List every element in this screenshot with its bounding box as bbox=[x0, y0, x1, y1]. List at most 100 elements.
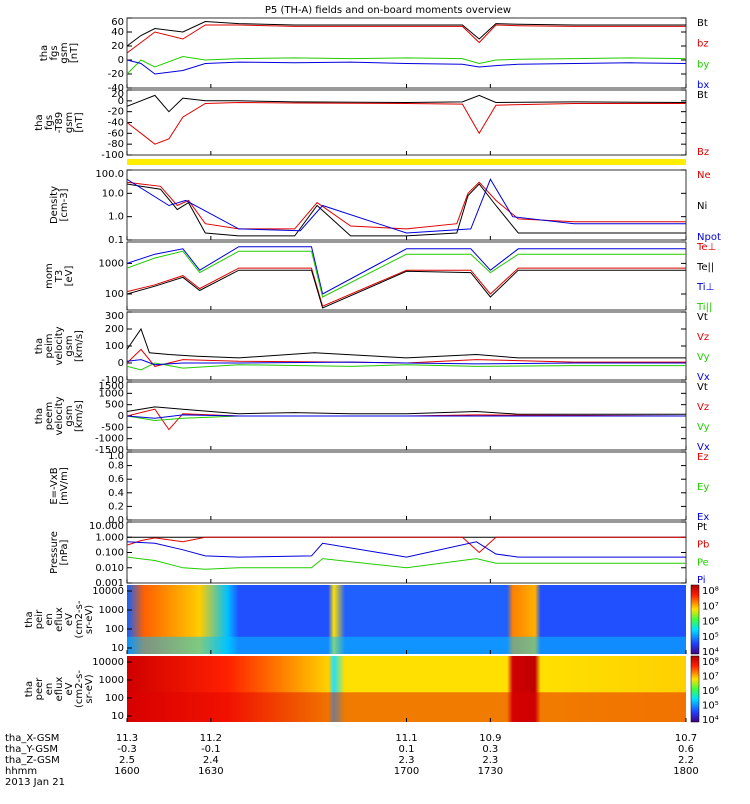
y-tick-label: -20 bbox=[108, 69, 124, 80]
series-line-fgs-black bbox=[126, 20, 686, 47]
y-axis-label-fgsdip: thafgs-T89gsm[nT] bbox=[34, 112, 85, 134]
colorbar-tick: 10⁷ bbox=[702, 601, 719, 612]
legend-entry: Ni bbox=[697, 201, 707, 212]
z-gsm-value: 2.5 bbox=[119, 755, 135, 766]
series-line-fgs-green bbox=[126, 55, 687, 75]
series-line-density-red bbox=[126, 181, 686, 230]
series-line-density-blue bbox=[126, 178, 686, 234]
panel-frame-density bbox=[126, 169, 687, 241]
y-tick-label: 0.0 bbox=[108, 515, 124, 526]
y-tick-label: 1000 bbox=[99, 258, 124, 269]
y-tick-label: -60 bbox=[108, 128, 124, 139]
series-line-pressure-green bbox=[126, 556, 686, 570]
y-tick-label: 20 bbox=[111, 89, 124, 100]
series-line-peim-black bbox=[126, 327, 686, 359]
yellow-status-bar bbox=[127, 159, 686, 165]
legend-entry: Bt bbox=[697, 18, 708, 29]
spectrogram-peer bbox=[127, 656, 686, 722]
x-tick-label: 1630 bbox=[198, 766, 223, 777]
y-tick-label: 200 bbox=[105, 324, 124, 335]
colorbar-tick: 10⁸ bbox=[702, 586, 719, 597]
y-tick-label: 1000 bbox=[99, 388, 124, 399]
colorbar-tick: 10⁵ bbox=[702, 701, 719, 712]
y-tick-label: -100 bbox=[101, 150, 124, 161]
legend-entry: Ey bbox=[697, 482, 709, 493]
y-tick-label: -40 bbox=[108, 118, 124, 129]
ephemeris-label: tha_Y-GSM bbox=[5, 744, 58, 755]
y-tick-label: 0.100 bbox=[95, 548, 124, 559]
legend-entry: Pi bbox=[697, 575, 706, 586]
series-line-pressure-blue bbox=[126, 541, 686, 558]
x-tick-label: 1700 bbox=[394, 766, 419, 777]
y-tick-label: 0.8 bbox=[108, 461, 124, 472]
ephemeris-label: 2013 Jan 21 bbox=[5, 777, 65, 788]
y-gsm-value: 0.1 bbox=[399, 744, 415, 755]
y-tick-label: 0.1 bbox=[108, 235, 124, 246]
series-line-peem-blue bbox=[126, 414, 686, 419]
series-line-peim-green bbox=[126, 362, 686, 371]
legend-entry: Ex bbox=[697, 512, 709, 523]
z-gsm-value: 2.2 bbox=[678, 755, 694, 766]
legend-entry: Vt bbox=[697, 382, 708, 393]
y-axis-label-efield: E=-VxB[mV/m] bbox=[49, 467, 70, 505]
colorbar-tick: 10⁵ bbox=[702, 632, 719, 643]
legend-entry: bx bbox=[697, 80, 709, 91]
legend-entry: Bt bbox=[697, 90, 708, 101]
y-tick-label: -20 bbox=[108, 107, 124, 118]
panel-frame-fgsdip bbox=[126, 89, 687, 156]
y-tick-label: 0.010 bbox=[95, 563, 124, 574]
ephemeris-label: tha_X-GSM bbox=[5, 733, 59, 744]
y-tick-label: 100 bbox=[105, 624, 124, 635]
series-line-fgs-red bbox=[126, 24, 686, 54]
y-gsm-value: 0.3 bbox=[482, 744, 498, 755]
y-tick-label: 100.0 bbox=[95, 169, 124, 180]
y-tick-label: 1.0 bbox=[108, 212, 124, 223]
y-tick-label: 1000 bbox=[99, 675, 124, 686]
y-axis-label-peem: thapeemvelocitygsm[km/s] bbox=[34, 396, 85, 435]
y-gsm-value: -0.1 bbox=[201, 744, 221, 755]
y-tick-label: -100 bbox=[101, 375, 124, 386]
series-line-fgsdip-black bbox=[126, 94, 687, 113]
legend-entry: Vy bbox=[697, 352, 710, 363]
colorbar-tick: 10⁴ bbox=[702, 715, 719, 726]
x-gsm-value: 11.1 bbox=[395, 733, 417, 744]
y-tick-label: 10000 bbox=[92, 657, 124, 668]
x-tick-label: 1730 bbox=[478, 766, 503, 777]
legend-entry: Vz bbox=[697, 402, 709, 413]
legend-entry: Vz bbox=[697, 332, 709, 343]
y-gsm-value: 0.6 bbox=[678, 744, 694, 755]
colorbar-tick: 10⁶ bbox=[702, 686, 719, 697]
y-tick-label: -1000 bbox=[95, 434, 124, 445]
legend-entry: Ti⊥ bbox=[696, 282, 714, 293]
y-tick-label: 0.4 bbox=[108, 488, 124, 499]
panel-frame-pressure bbox=[126, 521, 687, 584]
y-tick-label: 0.001 bbox=[95, 578, 124, 589]
x-gsm-value: 11.2 bbox=[200, 733, 222, 744]
y-gsm-value: -0.3 bbox=[117, 744, 137, 755]
chart-title: P5 (TH-A) fields and on-board moments ov… bbox=[265, 5, 511, 16]
y-tick-label: 0.2 bbox=[108, 501, 124, 512]
ephemeris-label: hhmm bbox=[5, 766, 37, 777]
legend-entry: Pe bbox=[697, 557, 709, 568]
series-line-peem-green bbox=[126, 415, 686, 422]
y-axis-label-peir: thapeirenefluxeV(cm2-s-sr-eV) bbox=[24, 600, 95, 638]
y-tick-label: 10.000 bbox=[89, 521, 124, 532]
legend-entry: by bbox=[697, 59, 709, 70]
y-tick-label: 0.6 bbox=[108, 474, 124, 485]
legend-entry: Te⊥ bbox=[696, 242, 716, 253]
colorbar-tick: 10⁷ bbox=[702, 672, 719, 683]
colorbar-tick: 10⁴ bbox=[702, 647, 719, 658]
series-line-peem-red bbox=[126, 408, 687, 431]
y-axis-label-temp: momT3[eV] bbox=[44, 263, 75, 289]
y-tick-label: 1.0 bbox=[108, 451, 124, 462]
y-tick-label: 20 bbox=[111, 41, 124, 52]
ephemeris-label: tha_Z-GSM bbox=[5, 755, 60, 766]
series-line-temp-green bbox=[126, 250, 686, 298]
spectrogram-low-energy-band bbox=[127, 636, 686, 654]
x-gsm-value: 10.9 bbox=[479, 733, 501, 744]
series-line-pressure-red bbox=[126, 536, 686, 554]
y-tick-label: 60 bbox=[111, 17, 124, 28]
series-line-peim-red bbox=[126, 348, 686, 367]
legend-entry: Vt bbox=[697, 312, 708, 323]
